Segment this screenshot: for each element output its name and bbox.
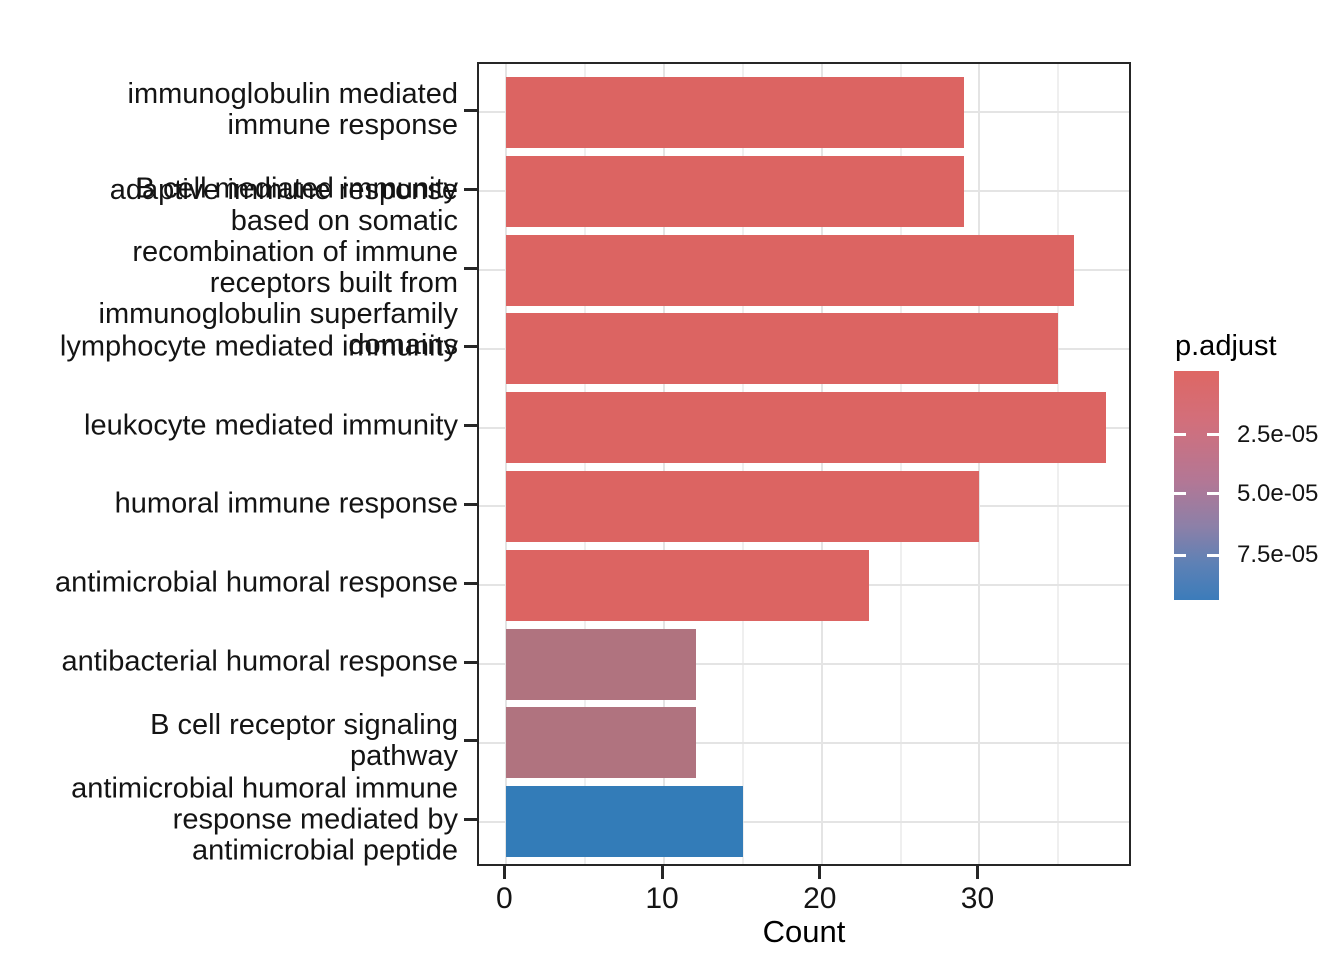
gridline-minor-vertical (899, 64, 902, 864)
y-tick-label: humoral immune response (114, 487, 458, 520)
y-tick-label-line: response mediated by (172, 803, 458, 836)
y-tick-label-line: receptors built from (209, 267, 458, 299)
y-tick-label: antimicrobial humoral immune response med… (71, 773, 458, 866)
y-tick-mark (464, 818, 477, 822)
y-tick-label-line: pathway (349, 739, 458, 772)
colorbar-tick-right (1207, 492, 1219, 495)
y-tick-label: B cell receptor signaling pathway (150, 708, 458, 772)
bar (506, 786, 743, 858)
y-tick-label-line: recombination of immune (132, 236, 458, 268)
y-tick-mark (464, 345, 477, 349)
gridline-major-vertical (820, 64, 823, 864)
y-tick-label-line: antimicrobial humoral immune (71, 772, 458, 805)
legend-tick-label: 7.5e-05 (1237, 541, 1319, 569)
x-tick-mark (818, 866, 822, 879)
colorbar-tick-left (1174, 553, 1186, 557)
y-tick-label-line: antimicrobial humoral response (55, 566, 458, 599)
x-tick-mark (975, 866, 979, 879)
y-tick-label: antibacterial humoral response (61, 645, 458, 678)
y-tick-mark (464, 187, 477, 191)
y-tick-label-line: humoral immune response (114, 487, 458, 520)
y-tick-label-line: immunoglobulin mediated (127, 78, 458, 111)
bar (506, 392, 1106, 464)
y-tick-label-line: antibacterial humoral response (61, 645, 458, 678)
y-tick-label: lymphocyte mediated immunity (60, 331, 458, 362)
bar (506, 628, 696, 700)
y-tick-label: immunoglobulin mediated immune response (128, 79, 458, 141)
legend-p-adjust: p.adjust 2.5e-05 5.0e-05 7.5e-05 (1174, 330, 1318, 600)
legend-tick-label: 5.0e-05 (1237, 479, 1319, 507)
bar (506, 707, 696, 779)
gridline-major-vertical (978, 64, 981, 864)
x-tick-mark (660, 866, 664, 879)
y-tick-label-line: antimicrobial peptide (192, 834, 458, 867)
bar (506, 76, 964, 148)
y-tick-label-line: adaptive immune response (109, 174, 458, 206)
gridline-minor-vertical (1057, 64, 1060, 864)
y-tick-label-line: immune response (227, 109, 459, 142)
legend-colorbar (1174, 371, 1219, 600)
x-axis-title: Count (762, 914, 846, 949)
y-tick-mark (464, 581, 477, 585)
y-tick-label-line: lymphocyte mediated immunity (59, 330, 458, 363)
gridline-minor-vertical (741, 64, 744, 864)
y-tick-label-line: B cell mediated immunity (135, 172, 458, 205)
x-tick-label: 10 (645, 882, 679, 915)
y-tick-label-line: B cell receptor signaling (150, 708, 458, 741)
y-tick-label-line: domains (348, 329, 458, 361)
y-tick-label-line: immunoglobulin superfamily (98, 298, 458, 330)
gridline-major-vertical (663, 64, 666, 864)
x-tick-mark (502, 866, 506, 879)
legend-title: p.adjust (1175, 330, 1277, 362)
colorbar-tick-right (1207, 553, 1219, 557)
x-tick-label: 0 (495, 882, 513, 915)
y-tick-mark (464, 108, 477, 112)
legend-tick-label: 2.5e-05 (1237, 420, 1319, 448)
y-tick-mark (464, 660, 477, 664)
y-tick-label: antimicrobial humoral response (55, 566, 458, 599)
y-tick-label: leukocyte mediated immunity (84, 410, 458, 441)
y-tick-label-line: based on somatic (230, 205, 458, 237)
gridline-minor-vertical (584, 64, 587, 864)
bar (506, 470, 980, 542)
bar (506, 155, 964, 227)
x-tick-label: 20 (803, 882, 837, 915)
plot-panel (477, 62, 1131, 866)
colorbar-tick-left (1174, 492, 1186, 495)
gridline-major-vertical (505, 64, 508, 864)
y-tick-label-line: leukocyte mediated immunity (84, 409, 458, 442)
x-tick-label: 30 (960, 882, 995, 915)
gridline-major-horizontal (479, 741, 1129, 744)
bar (506, 313, 1059, 385)
y-tick-mark (464, 739, 477, 743)
y-tick-mark (464, 424, 477, 428)
y-tick-mark (464, 502, 477, 506)
colorbar-tick-left (1174, 433, 1186, 437)
y-tick-mark (464, 266, 477, 270)
colorbar-tick-right (1207, 433, 1219, 437)
y-tick-label: B cell mediated immunity (135, 172, 458, 205)
gridline-major-horizontal (479, 820, 1129, 823)
y-tick-label: adaptive immune response based on somatic… (99, 175, 458, 361)
bar (506, 234, 1075, 306)
bar (506, 549, 870, 621)
gridline-major-horizontal (479, 663, 1129, 665)
